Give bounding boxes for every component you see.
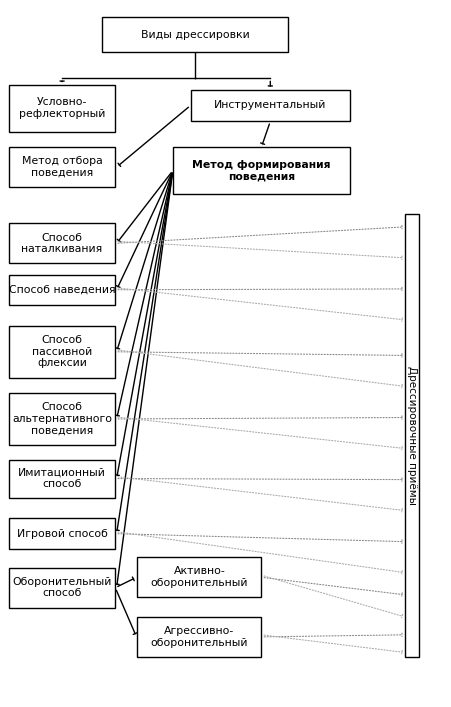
Text: Оборонительный
способ: Оборонительный способ [12,577,111,599]
Text: Метод формирования
поведения: Метод формирования поведения [192,160,330,182]
Text: Активно-
оборонительный: Активно- оборонительный [150,566,248,588]
FancyBboxPatch shape [9,460,115,498]
Text: Инструментальный: Инструментальный [214,100,326,110]
Text: Дрессировочные приёмы: Дрессировочные приёмы [406,366,416,505]
FancyBboxPatch shape [102,18,287,52]
FancyBboxPatch shape [9,393,115,445]
FancyBboxPatch shape [405,214,418,657]
FancyBboxPatch shape [9,518,115,549]
Text: Виды дрессировки: Виды дрессировки [140,30,249,40]
Text: Имитационный
способ: Имитационный способ [18,468,106,489]
Text: Способ наведения: Способ наведения [9,285,115,295]
Text: Условно-
рефлекторный: Условно- рефлекторный [19,98,105,119]
Text: Агрессивно-
оборонительный: Агрессивно- оборонительный [150,626,248,648]
Text: Способ
пассивной
флексии: Способ пассивной флексии [32,335,92,368]
FancyBboxPatch shape [9,568,115,608]
Text: Игровой способ: Игровой способ [17,529,107,539]
FancyBboxPatch shape [9,147,115,187]
Text: Способ
наталкивания: Способ наталкивания [22,233,102,254]
FancyBboxPatch shape [190,90,349,122]
Text: Способ
альтернативного
поведения: Способ альтернативного поведения [12,402,112,436]
FancyBboxPatch shape [172,147,349,194]
FancyBboxPatch shape [137,617,261,657]
FancyBboxPatch shape [9,326,115,378]
FancyBboxPatch shape [9,85,115,132]
FancyBboxPatch shape [137,557,261,597]
Text: Метод отбора
поведения: Метод отбора поведения [22,156,102,178]
FancyBboxPatch shape [9,223,115,264]
FancyBboxPatch shape [9,274,115,305]
